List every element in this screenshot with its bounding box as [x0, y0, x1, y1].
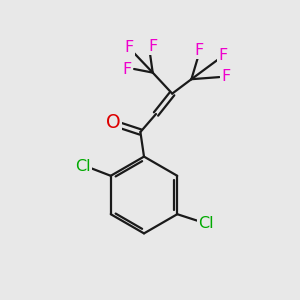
Text: F: F — [221, 69, 230, 84]
Text: Cl: Cl — [75, 159, 91, 174]
Text: F: F — [124, 40, 134, 56]
Text: F: F — [122, 61, 131, 76]
Text: O: O — [106, 112, 121, 132]
Text: Cl: Cl — [198, 216, 214, 231]
Text: F: F — [219, 48, 228, 63]
Text: F: F — [195, 43, 204, 58]
Text: F: F — [148, 39, 157, 54]
